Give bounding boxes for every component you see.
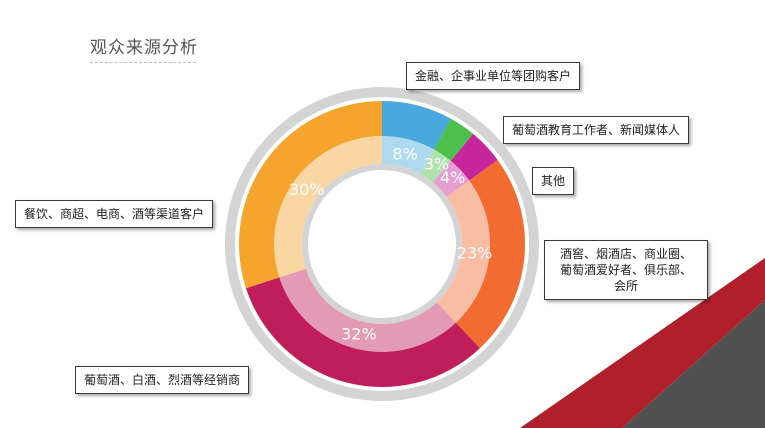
callout-label-line: 葡萄酒爱好者、俱乐部、 (559, 263, 692, 277)
callout-label: 餐饮、商超、电商、酒等渠道客户 (24, 207, 205, 221)
slice-value-label-5: 30% (289, 180, 325, 199)
page-title: 观众来源分析 (90, 38, 198, 58)
slice-value-label-3: 23% (457, 243, 493, 262)
donut-slice-inner-band-1 (420, 149, 451, 183)
donut-slice-2 (432, 133, 498, 197)
donut-slice-5 (239, 101, 382, 289)
callout-slice-3: 酒窖、烟酒店、商业圈、 葡萄酒爱好者、俱乐部、 会所 (544, 240, 708, 300)
callout-label-line: 会所 (613, 279, 638, 293)
slice-value-label-4: 32% (341, 325, 377, 344)
donut-slice-0 (382, 101, 451, 174)
callout-slice-1: 葡萄酒教育工作者、新闻媒体人 (503, 116, 690, 144)
slice-value-label-2: 4% (440, 168, 465, 187)
donut-slice-inner-band-5 (273, 136, 382, 278)
callout-slice-2: 其他 (532, 167, 575, 195)
callout-label: 葡萄酒教育工作者、新闻媒体人 (512, 123, 681, 137)
donut-slice-inner-band-4 (279, 268, 456, 352)
donut-slice-inner-band-0 (382, 136, 435, 174)
callout-slice-0: 金融、企事业单位等团购客户 (406, 62, 581, 90)
callout-label-line: 酒窖、烟酒店、商业圈、 (559, 247, 692, 261)
center-hole (308, 170, 456, 318)
donut-slice-4 (245, 268, 480, 388)
donut-slice-inner-band-2 (432, 160, 470, 197)
donut-slice-inner-band-3 (436, 180, 490, 323)
corner-red-stripe (520, 258, 765, 428)
callout-slice-4: 葡萄酒、白酒、烈酒等经销商 (75, 366, 250, 394)
slice-value-label-1: 3% (424, 154, 449, 173)
callout-slice-5: 餐饮、商超、电商、酒等渠道客户 (15, 200, 214, 228)
callout-label: 其他 (541, 174, 566, 188)
callout-label: 金融、企事业单位等团购客户 (415, 69, 572, 83)
corner-gray-wedge (622, 300, 765, 428)
title-underline (90, 62, 196, 63)
slice-value-label-0: 8% (392, 144, 417, 163)
callout-label: 葡萄酒、白酒、烈酒等经销商 (84, 373, 241, 387)
donut-slice-1 (420, 118, 474, 183)
donut-slice-3 (436, 159, 525, 349)
